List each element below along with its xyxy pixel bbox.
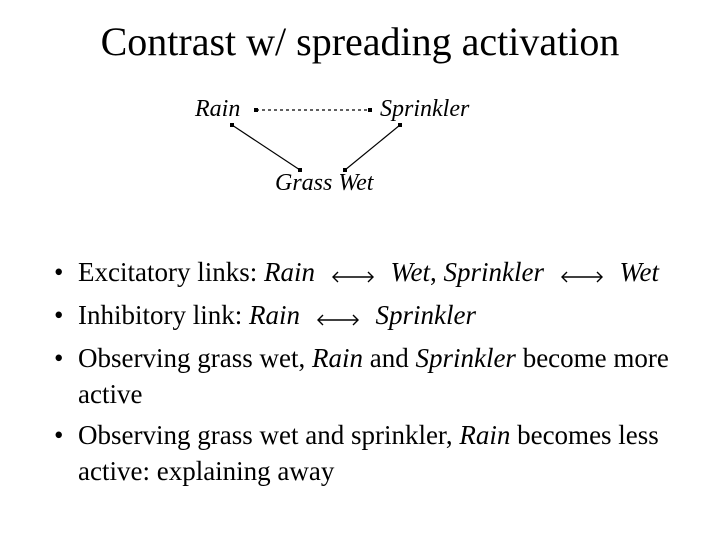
- double-arrow-icon: [328, 257, 378, 293]
- b1-wet1: Wet: [390, 257, 430, 287]
- bullet-1: • Excitatory links: Rain Wet, Sprinkler …: [54, 254, 674, 293]
- bullet-dot: •: [54, 254, 63, 290]
- bullet-list: • Excitatory links: Rain Wet, Sprinkler …: [54, 254, 674, 494]
- b1-rain: Rain: [264, 257, 315, 287]
- b3-a: Observing grass wet,: [78, 343, 312, 373]
- node-rain-label: Rain: [195, 96, 240, 123]
- b1-pre: Excitatory links:: [78, 257, 264, 287]
- b2-pre: Inhibitory link:: [78, 300, 249, 330]
- double-arrow-icon: [313, 300, 363, 336]
- b3-sprinkler: Sprinkler: [415, 343, 516, 373]
- bullet-4: • Observing grass wet and sprinkler, Rai…: [54, 417, 674, 490]
- diagram-svg: [0, 90, 720, 230]
- b3-m: and: [363, 343, 415, 373]
- b4-a: Observing grass wet and sprinkler,: [78, 420, 459, 450]
- b3-rain: Rain: [312, 343, 363, 373]
- activation-diagram: Rain Sprinkler Grass Wet: [0, 90, 720, 230]
- b2-rain: Rain: [249, 300, 300, 330]
- b4-rain: Rain: [459, 420, 510, 450]
- slide-title: Contrast w/ spreading activation: [0, 18, 720, 65]
- double-arrow-icon: [557, 257, 607, 293]
- b2-sprinkler: Sprinkler: [376, 300, 477, 330]
- bullet-2: • Inhibitory link: Rain Sprinkler: [54, 297, 674, 336]
- bullet-dot: •: [54, 340, 63, 376]
- b1-sprinkler: Sprinkler: [443, 257, 544, 287]
- node-grass-label: Grass Wet: [275, 170, 373, 197]
- bullet-dot: •: [54, 297, 63, 333]
- slide: Contrast w/ spreading activation Rain Sp…: [0, 0, 720, 540]
- b1-comma: ,: [430, 257, 444, 287]
- node-sprinkler-label: Sprinkler: [380, 96, 469, 123]
- bullet-dot: •: [54, 417, 63, 453]
- bullet-3: • Observing grass wet, Rain and Sprinkle…: [54, 340, 674, 413]
- b1-wet2: Wet: [619, 257, 659, 287]
